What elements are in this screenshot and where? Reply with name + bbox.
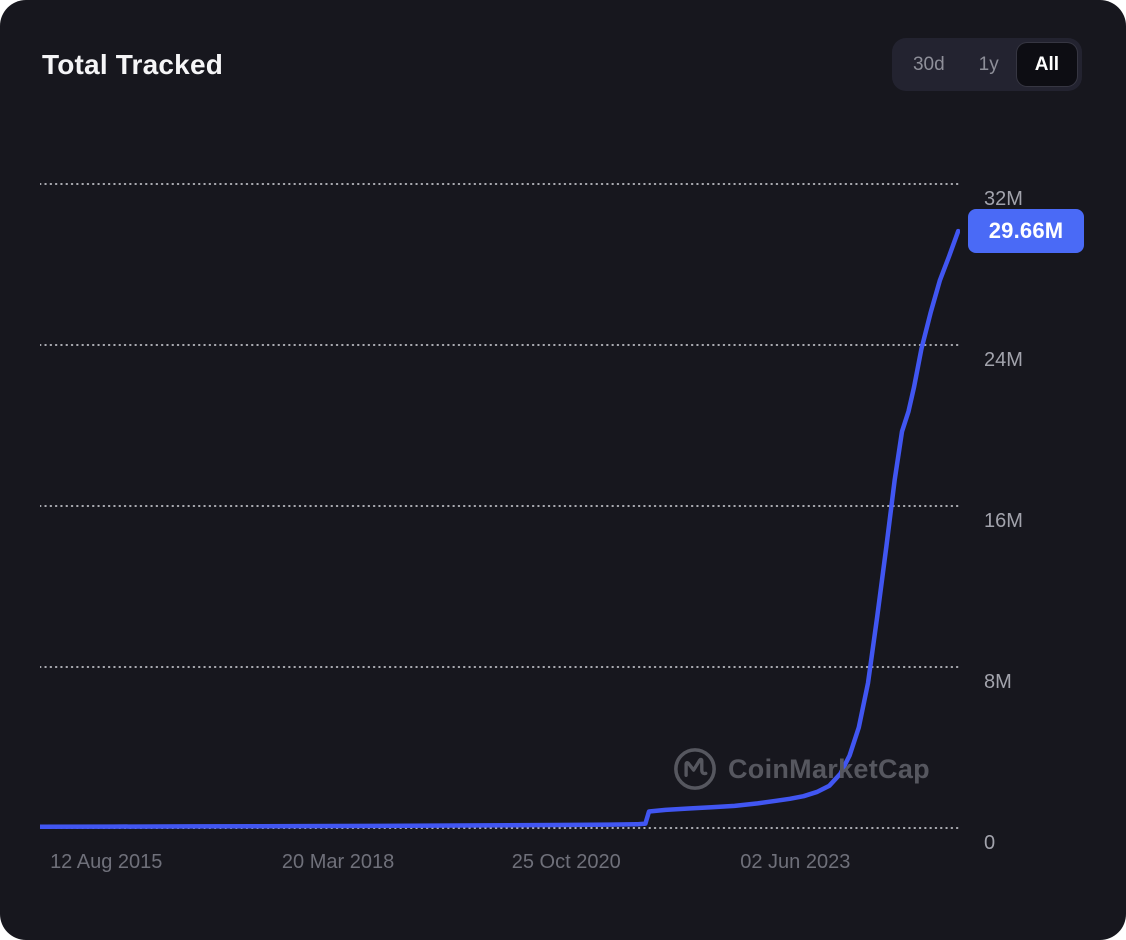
y-axis-label: 8M	[984, 671, 1012, 693]
range-button-all[interactable]: All	[1016, 43, 1077, 86]
x-axis-label: 20 Mar 2018	[281, 851, 395, 873]
plot-area	[40, 183, 960, 830]
watermark: CoinMarketCap	[672, 746, 930, 792]
watermark-text: CoinMarketCap	[728, 753, 930, 784]
x-axis-label: 12 Aug 2015	[50, 851, 163, 873]
y-axis-label: 32M	[984, 188, 1023, 210]
y-axis-label: 16M	[984, 510, 1023, 532]
y-axis-label: 24M	[984, 349, 1023, 371]
range-button-1y[interactable]: 1y	[963, 44, 1015, 85]
series-line-total-tracked	[40, 228, 960, 830]
range-selector: 30d 1y All	[891, 38, 1082, 91]
latest-value-label: 29.66M	[988, 218, 1064, 244]
range-button-30d[interactable]: 30d	[897, 44, 961, 85]
x-axis-label: 02 Jun 2023	[740, 851, 851, 873]
y-axis-label: 0	[984, 832, 996, 854]
card-header: Total Tracked 30d 1y All	[0, 0, 1126, 91]
coinmarketcap-logo-icon	[674, 748, 716, 790]
x-axis-label: 25 Oct 2020	[511, 851, 621, 873]
latest-value-badge: 29.66M	[968, 209, 1084, 254]
page-title: Total Tracked	[42, 48, 224, 80]
